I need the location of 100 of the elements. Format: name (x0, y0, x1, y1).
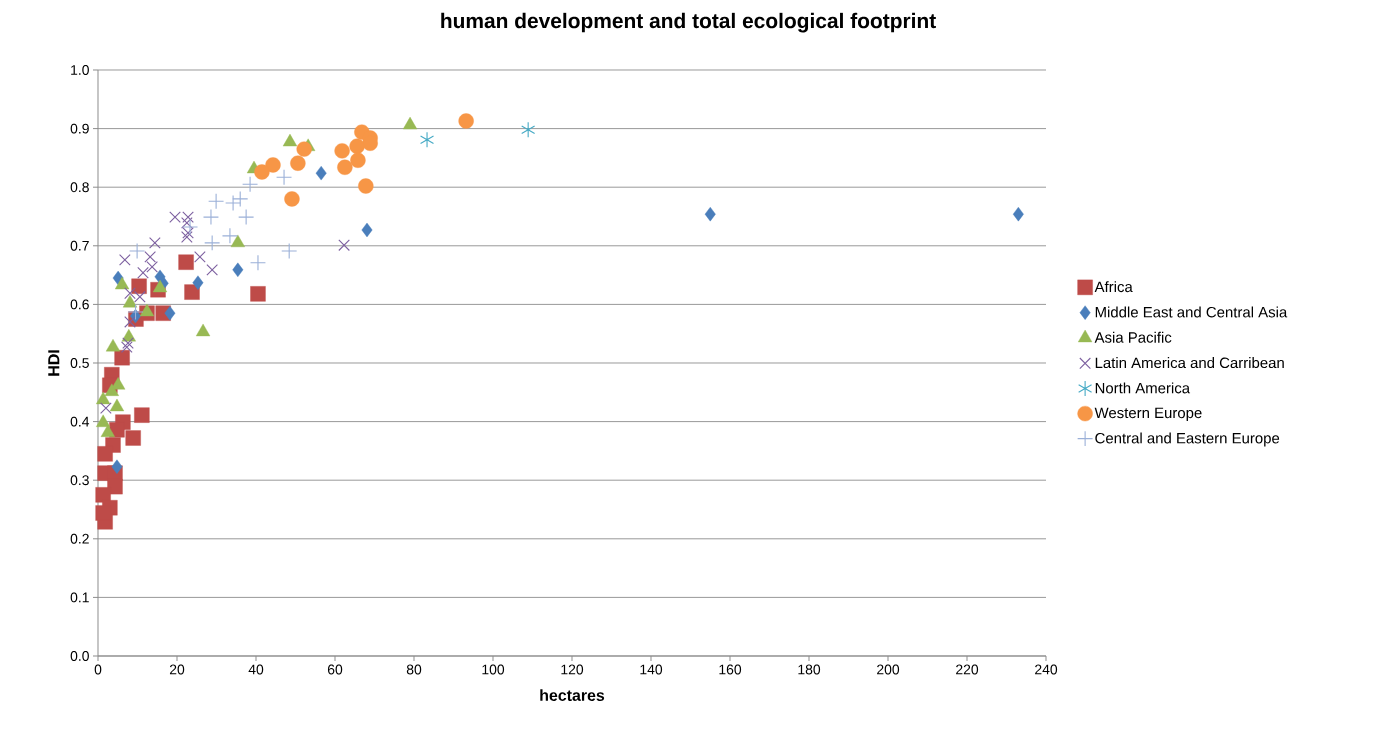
point (1012, 206, 1024, 222)
x-tick-label: 140 (640, 664, 663, 675)
y-tick-label: 0.1 (70, 592, 89, 603)
point (127, 303, 144, 321)
point (402, 116, 418, 130)
point (208, 193, 225, 210)
point (192, 275, 204, 290)
point (334, 143, 350, 159)
x-tick-label: 120 (561, 664, 584, 675)
point (521, 121, 536, 138)
point (254, 164, 270, 180)
x-axis-title: hectares (540, 689, 605, 701)
point (182, 227, 194, 239)
point (121, 341, 133, 354)
x-tick-label: 60 (327, 664, 343, 675)
point (238, 209, 255, 226)
point (184, 284, 200, 300)
point (124, 287, 136, 300)
y-tick-label: 1.0 (71, 65, 89, 75)
x-tick-label: 240 (1035, 664, 1058, 675)
point (122, 337, 134, 349)
y-tick-label: 0.0 (70, 651, 89, 661)
point (96, 414, 111, 427)
point (315, 165, 327, 181)
y-tick-label: 0.7 (70, 240, 89, 251)
point (95, 487, 111, 503)
point (124, 316, 136, 328)
x-tick-label: 20 (169, 664, 185, 675)
point (296, 141, 312, 157)
point (361, 222, 373, 238)
point (290, 155, 306, 171)
point (119, 254, 131, 266)
point (181, 231, 193, 243)
point (152, 279, 168, 293)
x-tick-label: 180 (798, 664, 821, 675)
point (230, 234, 245, 248)
point (149, 237, 161, 249)
point (114, 276, 130, 290)
point (111, 459, 123, 474)
point (337, 159, 353, 175)
legend-label: Latin America and Carribean (1095, 357, 1284, 369)
point (134, 290, 146, 303)
point (125, 430, 141, 446)
point (458, 113, 474, 129)
point (164, 306, 176, 321)
x-tick-label: 160 (719, 664, 742, 675)
y-axis-title: HDI (48, 350, 60, 376)
point (100, 402, 112, 414)
point (137, 266, 149, 279)
x-tick-label: 100 (482, 664, 505, 675)
point (420, 131, 435, 148)
legend-label: Asia Pacific (1094, 331, 1172, 343)
x-tick-label: 80 (406, 664, 422, 675)
point (121, 329, 136, 342)
y-tick-label: 0.6 (70, 299, 89, 310)
point (104, 383, 119, 396)
point (276, 169, 293, 186)
point (242, 176, 259, 193)
y-tick-label: 0.8 (70, 182, 89, 193)
point (221, 227, 238, 244)
point (139, 303, 155, 317)
point (350, 152, 366, 168)
point (129, 243, 146, 260)
y-tick-label: 0.2 (70, 533, 89, 544)
point (704, 206, 716, 222)
legend-label: Middle East and Central Asia (1095, 306, 1288, 318)
y-tick-label: 0.9 (70, 123, 89, 134)
point (338, 239, 350, 252)
point (349, 138, 365, 154)
point (96, 391, 111, 405)
point (181, 217, 193, 229)
point (206, 263, 218, 276)
point (281, 243, 298, 260)
point (114, 350, 130, 366)
x-tick-label: 200 (877, 664, 900, 675)
point (146, 261, 158, 273)
legend-label: Africa (1094, 281, 1133, 293)
point (97, 446, 113, 462)
point (225, 194, 242, 212)
point (178, 254, 194, 270)
point (204, 234, 221, 251)
point (358, 178, 374, 194)
point (194, 251, 206, 263)
point (282, 133, 298, 147)
legend-label: North America (1095, 382, 1191, 394)
point (284, 191, 300, 207)
point (100, 424, 115, 437)
point (134, 407, 150, 423)
point (195, 323, 211, 337)
point (144, 251, 156, 263)
point (122, 295, 138, 308)
y-tick-label: 0.4 (70, 416, 90, 427)
point (265, 157, 281, 173)
legend-label: Central and Eastern Europe (1095, 432, 1280, 447)
chart-title: human development and total ecological footprint (441, 12, 936, 33)
point (232, 190, 249, 207)
point (249, 254, 266, 271)
y-tick-label: 0.5 (70, 358, 89, 368)
point (109, 398, 125, 412)
point (250, 286, 266, 302)
